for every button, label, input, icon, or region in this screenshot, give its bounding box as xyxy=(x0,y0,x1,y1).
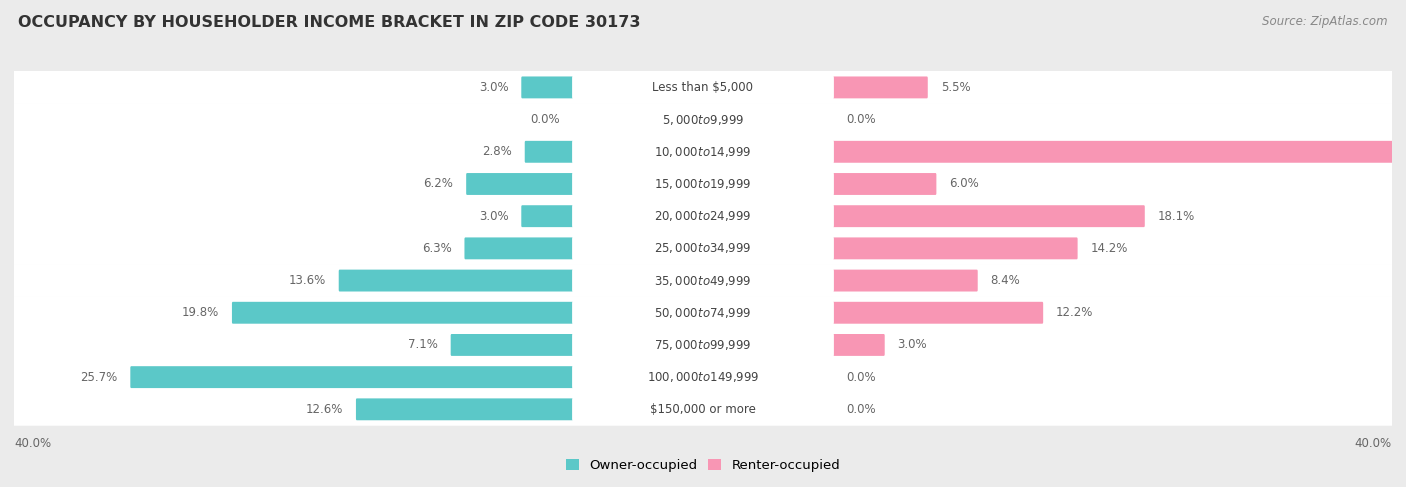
Text: 3.0%: 3.0% xyxy=(479,210,509,223)
Text: 12.2%: 12.2% xyxy=(1056,306,1094,319)
FancyBboxPatch shape xyxy=(522,76,575,98)
Text: 3.0%: 3.0% xyxy=(479,81,509,94)
Text: 6.3%: 6.3% xyxy=(422,242,451,255)
FancyBboxPatch shape xyxy=(451,334,575,356)
Text: $75,000 to $99,999: $75,000 to $99,999 xyxy=(654,338,752,352)
FancyBboxPatch shape xyxy=(831,205,1144,227)
FancyBboxPatch shape xyxy=(356,398,575,420)
FancyBboxPatch shape xyxy=(572,171,834,197)
Text: $5,000 to $9,999: $5,000 to $9,999 xyxy=(662,112,744,127)
FancyBboxPatch shape xyxy=(131,366,575,388)
FancyBboxPatch shape xyxy=(11,103,1395,136)
FancyBboxPatch shape xyxy=(11,393,1395,426)
FancyBboxPatch shape xyxy=(11,329,1395,361)
Text: $15,000 to $19,999: $15,000 to $19,999 xyxy=(654,177,752,191)
FancyBboxPatch shape xyxy=(831,76,928,98)
Text: 8.4%: 8.4% xyxy=(991,274,1021,287)
Text: Less than $5,000: Less than $5,000 xyxy=(652,81,754,94)
FancyBboxPatch shape xyxy=(572,236,834,261)
FancyBboxPatch shape xyxy=(831,302,1043,324)
Text: Source: ZipAtlas.com: Source: ZipAtlas.com xyxy=(1263,15,1388,28)
Text: 6.0%: 6.0% xyxy=(949,177,979,190)
Text: 40.0%: 40.0% xyxy=(14,437,51,450)
Text: 19.8%: 19.8% xyxy=(181,306,219,319)
FancyBboxPatch shape xyxy=(11,232,1395,265)
FancyBboxPatch shape xyxy=(464,238,575,259)
FancyBboxPatch shape xyxy=(572,204,834,229)
FancyBboxPatch shape xyxy=(339,270,575,292)
Text: 7.1%: 7.1% xyxy=(408,338,437,352)
FancyBboxPatch shape xyxy=(572,300,834,325)
Text: $150,000 or more: $150,000 or more xyxy=(650,403,756,416)
Text: $35,000 to $49,999: $35,000 to $49,999 xyxy=(654,274,752,287)
Text: 0.0%: 0.0% xyxy=(846,371,876,384)
Text: 0.0%: 0.0% xyxy=(846,113,876,126)
FancyBboxPatch shape xyxy=(831,334,884,356)
FancyBboxPatch shape xyxy=(11,168,1395,201)
Text: $100,000 to $149,999: $100,000 to $149,999 xyxy=(647,370,759,384)
FancyBboxPatch shape xyxy=(467,173,575,195)
FancyBboxPatch shape xyxy=(831,270,977,292)
Text: $10,000 to $14,999: $10,000 to $14,999 xyxy=(654,145,752,159)
Text: OCCUPANCY BY HOUSEHOLDER INCOME BRACKET IN ZIP CODE 30173: OCCUPANCY BY HOUSEHOLDER INCOME BRACKET … xyxy=(18,15,641,30)
FancyBboxPatch shape xyxy=(522,205,575,227)
FancyBboxPatch shape xyxy=(232,302,575,324)
Text: 13.6%: 13.6% xyxy=(288,274,326,287)
FancyBboxPatch shape xyxy=(572,333,834,357)
FancyBboxPatch shape xyxy=(11,71,1395,104)
FancyBboxPatch shape xyxy=(11,264,1395,297)
FancyBboxPatch shape xyxy=(572,397,834,422)
FancyBboxPatch shape xyxy=(524,141,575,163)
FancyBboxPatch shape xyxy=(572,75,834,100)
FancyBboxPatch shape xyxy=(831,173,936,195)
Legend: Owner-occupied, Renter-occupied: Owner-occupied, Renter-occupied xyxy=(560,454,846,477)
FancyBboxPatch shape xyxy=(572,268,834,293)
FancyBboxPatch shape xyxy=(831,238,1077,259)
Text: 40.0%: 40.0% xyxy=(1355,437,1392,450)
Text: $50,000 to $74,999: $50,000 to $74,999 xyxy=(654,306,752,320)
FancyBboxPatch shape xyxy=(572,107,834,132)
Text: 0.0%: 0.0% xyxy=(530,113,560,126)
Text: $20,000 to $24,999: $20,000 to $24,999 xyxy=(654,209,752,223)
FancyBboxPatch shape xyxy=(11,296,1395,329)
FancyBboxPatch shape xyxy=(831,141,1396,163)
FancyBboxPatch shape xyxy=(11,361,1395,393)
Text: 18.1%: 18.1% xyxy=(1157,210,1195,223)
Text: 14.2%: 14.2% xyxy=(1091,242,1128,255)
Text: 0.0%: 0.0% xyxy=(846,403,876,416)
FancyBboxPatch shape xyxy=(11,200,1395,233)
FancyBboxPatch shape xyxy=(572,365,834,390)
Text: 12.6%: 12.6% xyxy=(305,403,343,416)
FancyBboxPatch shape xyxy=(11,135,1395,168)
Text: 5.5%: 5.5% xyxy=(941,81,970,94)
Text: 6.2%: 6.2% xyxy=(423,177,453,190)
FancyBboxPatch shape xyxy=(572,139,834,164)
Text: 3.0%: 3.0% xyxy=(897,338,927,352)
Text: 2.8%: 2.8% xyxy=(482,145,512,158)
Text: $25,000 to $34,999: $25,000 to $34,999 xyxy=(654,242,752,255)
Text: 25.7%: 25.7% xyxy=(80,371,117,384)
